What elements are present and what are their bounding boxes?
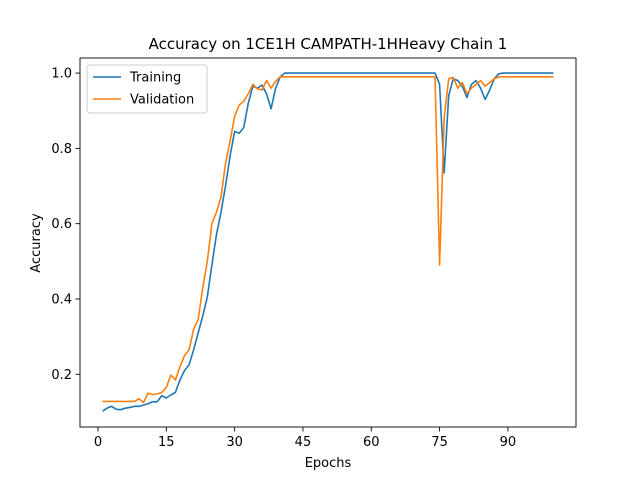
axis-ticks: 0 15 30 45 60 75 90 0.2 0.4 0.6 0.8 1.0 (51, 57, 577, 450)
chart-title: Accuracy on 1CE1H CAMPATH-1HHeavy Chain … (149, 35, 508, 53)
y-axis-label: Accuracy (29, 213, 44, 273)
plot-area (102, 72, 554, 412)
y-tick-label: 0.2 (51, 368, 72, 383)
series-line-training (102, 72, 554, 412)
legend-label-training: Training (129, 71, 181, 86)
x-axis-label: Epochs (305, 456, 352, 471)
x-tick-label: 30 (226, 435, 243, 450)
x-tick-label: 45 (295, 435, 312, 450)
y-tick-label: 0.8 (51, 142, 72, 157)
y-tick-label: 0.6 (51, 217, 72, 232)
y-tick-label: 1.0 (51, 67, 72, 82)
x-tick-label: 90 (500, 435, 517, 450)
axes-frame (79, 57, 577, 428)
legend: Training Validation (86, 64, 208, 114)
series-line-validation (102, 76, 554, 404)
x-tick-label: 15 (158, 435, 175, 450)
x-tick-label: 75 (431, 435, 448, 450)
legend-label-validation: Validation (130, 93, 194, 108)
x-tick-label: 60 (363, 435, 380, 450)
x-tick-label: 0 (94, 435, 102, 450)
y-tick-label: 0.4 (51, 292, 72, 307)
